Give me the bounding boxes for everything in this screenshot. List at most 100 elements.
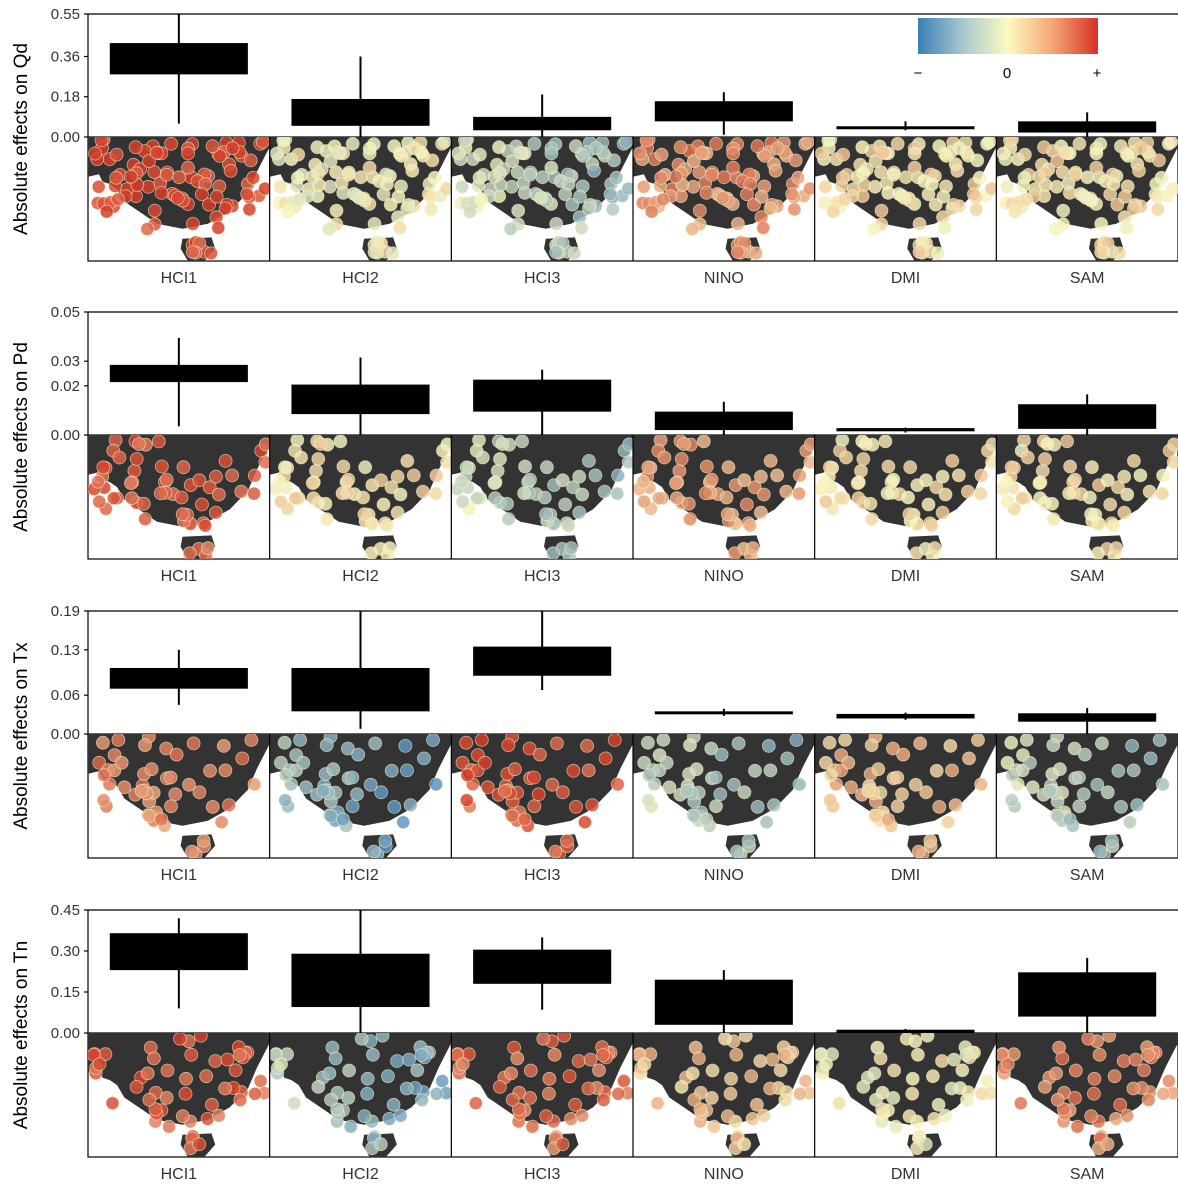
station-point [718, 1033, 732, 1046]
station-point [878, 435, 893, 449]
box-iqr [109, 933, 248, 971]
station-point [844, 780, 858, 795]
station-point [480, 780, 495, 795]
station-point [218, 453, 233, 468]
x-tick-label: HCI3 [524, 568, 561, 585]
station-point [525, 1119, 540, 1134]
station-point [242, 202, 257, 217]
station-point [540, 460, 554, 475]
station-point [306, 491, 321, 506]
station-point [1133, 468, 1148, 483]
station-point [897, 191, 912, 205]
station-point [913, 736, 928, 751]
station-point [380, 1069, 395, 1084]
station-point [855, 140, 870, 155]
box-HCI2 [291, 56, 430, 137]
map-panel-HCI3: HCI3 [450, 734, 633, 884]
station-point [129, 1080, 144, 1094]
station-point [358, 460, 373, 475]
station-point [390, 1054, 404, 1068]
station-point [490, 463, 505, 478]
station-point [162, 1119, 176, 1134]
station-point [715, 191, 730, 205]
station-point [228, 1063, 243, 1078]
station-point [387, 800, 402, 814]
station-point [911, 844, 926, 858]
station-point [269, 146, 284, 161]
y-axis: 0.00 0.18 0.36 0.55 [51, 6, 89, 146]
station-point [198, 518, 213, 533]
station-point [826, 204, 841, 219]
station-point [1076, 787, 1091, 802]
station-point [1109, 541, 1124, 555]
station-point [163, 770, 178, 785]
station-point [576, 148, 590, 163]
station-point [622, 437, 634, 452]
station-point [876, 145, 891, 160]
station-point [587, 163, 601, 178]
station-point [428, 486, 443, 501]
station-point [651, 491, 666, 506]
station-point [935, 469, 950, 484]
station-point [767, 798, 781, 812]
station-point [501, 738, 516, 752]
station-point [919, 785, 933, 800]
station-point [557, 1033, 571, 1043]
box-SAM [1018, 708, 1157, 734]
station-point [920, 1033, 935, 1043]
station-point [950, 163, 965, 178]
station-point [611, 468, 625, 483]
station-point [400, 201, 415, 216]
station-point [96, 460, 111, 475]
station-point [205, 800, 220, 814]
station-point [669, 169, 683, 184]
station-point [240, 187, 255, 202]
station-point [1150, 202, 1165, 217]
station-point [585, 798, 600, 812]
station-point [793, 1086, 807, 1101]
station-point [641, 793, 656, 808]
station-point [803, 437, 815, 452]
station-point [1100, 1137, 1115, 1152]
station-point [255, 137, 270, 149]
station-point [727, 777, 741, 792]
station-point [744, 1069, 759, 1084]
station-point [596, 1048, 610, 1062]
station-point [869, 1092, 883, 1107]
station-point [558, 497, 573, 512]
station-point [727, 546, 742, 559]
station-point [205, 139, 220, 154]
station-point [233, 1093, 248, 1107]
station-point [472, 170, 487, 185]
station-point [1114, 139, 1128, 154]
station-point [961, 484, 975, 499]
station-point [737, 785, 752, 800]
station-point [1111, 480, 1125, 495]
station-point [400, 763, 414, 778]
station-point [951, 468, 966, 483]
map-panel-HCI3: HCI3 [450, 1033, 634, 1183]
box-DMI [836, 712, 975, 720]
station-point [127, 463, 142, 478]
station-point [296, 755, 311, 770]
box-DMI [836, 121, 975, 131]
station-point [641, 460, 656, 475]
station-point [841, 755, 856, 770]
station-point [939, 148, 954, 163]
station-point [277, 735, 292, 750]
station-point [984, 181, 997, 196]
station-point [1143, 751, 1158, 766]
station-point [850, 169, 865, 184]
station-point [558, 187, 573, 202]
station-point [974, 777, 988, 792]
station-point [926, 1069, 940, 1084]
station-point [886, 741, 900, 756]
station-point [982, 137, 997, 149]
station-point [410, 1063, 425, 1078]
station-point [569, 139, 583, 154]
station-point [527, 799, 542, 814]
station-point [1062, 185, 1077, 200]
station-point [211, 487, 226, 502]
station-point [1055, 1051, 1070, 1066]
y-tick-label: 0.03 [51, 353, 80, 370]
